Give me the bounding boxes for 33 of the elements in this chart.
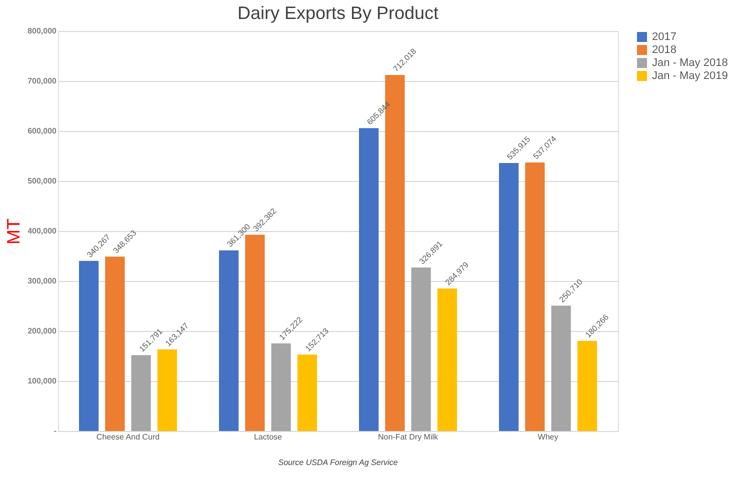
- bar: [499, 163, 519, 431]
- y-tick-label: 400,000: [28, 226, 58, 236]
- y-tick-label: 500,000: [28, 176, 58, 186]
- bar: [105, 256, 125, 431]
- y-tick-label: 700,000: [28, 76, 58, 86]
- x-tick-label: Whey: [538, 432, 558, 442]
- bar: [577, 340, 597, 431]
- legend-label: Jan - May 2018: [652, 57, 728, 69]
- bar: [359, 128, 379, 431]
- legend-label: Jan - May 2019: [652, 70, 728, 82]
- bar: [131, 355, 151, 431]
- bar: [297, 354, 317, 431]
- chart-title: Dairy Exports By Product: [237, 3, 439, 23]
- y-tick-label: 300,000: [28, 276, 58, 286]
- y-axis-title: MT: [4, 218, 24, 244]
- bar: [551, 306, 571, 431]
- bar: [219, 250, 239, 431]
- y-tick-label: 100,000: [28, 376, 58, 386]
- bar: [437, 288, 457, 431]
- bar: [79, 260, 99, 431]
- y-tick-label: 600,000: [28, 126, 58, 136]
- legend-label: 2018: [652, 44, 676, 56]
- bar: [525, 162, 545, 431]
- x-tick-label: Cheese And Curd: [96, 432, 160, 442]
- bar: [411, 268, 431, 431]
- legend-label: 2017: [652, 31, 676, 43]
- bar: [271, 343, 291, 431]
- source-note: Source USDA Foreign Ag Service: [278, 458, 398, 467]
- y-tick-label: -: [54, 426, 57, 436]
- x-tick-label: Non-Fat Dry Milk: [378, 432, 439, 442]
- y-tick-label: 800,000: [28, 26, 58, 36]
- x-tick-label: Lactose: [254, 432, 283, 442]
- y-tick-label: 200,000: [28, 326, 58, 336]
